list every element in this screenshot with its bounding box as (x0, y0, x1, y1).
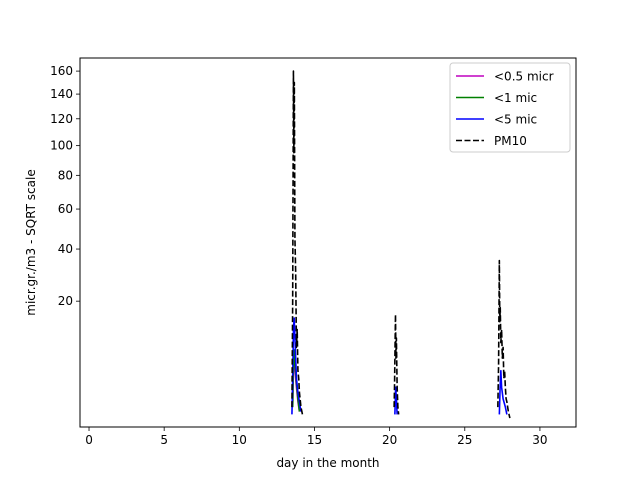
legend-box (449, 62, 571, 153)
x-tick-label: 30 (532, 433, 547, 447)
y-tick-label: 80 (58, 168, 73, 182)
x-tick-label: 5 (160, 433, 168, 447)
x-tick-label: 20 (382, 433, 397, 447)
legend-label: <5 mic (494, 113, 537, 127)
y-tick-label: 120 (50, 112, 73, 126)
x-tick-label: 15 (307, 433, 322, 447)
series-line-3 (393, 313, 400, 415)
legend: <0.5 micr <1 mic <5 mic PM10 (449, 62, 571, 153)
y-tick-label: 40 (58, 242, 73, 256)
plot-frame (79, 57, 577, 428)
legend-label: <1 mic (494, 91, 537, 105)
legend-label: PM10 (494, 134, 527, 148)
x-tick-label: 0 (85, 433, 93, 447)
y-tick-label: 160 (50, 64, 73, 78)
series-line-2 (498, 369, 508, 415)
x-tick-label: 10 (232, 433, 247, 447)
y-tick-label: 140 (50, 87, 73, 101)
x-tick-label: 25 (457, 433, 472, 447)
y-axis: 20 40 60 80 100 120 140 160 (50, 64, 80, 308)
y-tick-label: 60 (58, 202, 73, 216)
x-axis: 0 5 10 15 20 25 30 (85, 427, 548, 447)
legend-label: <0.5 micr (494, 70, 554, 84)
y-axis-label: micr.gr./m3 - SQRT scale (24, 169, 38, 315)
x-axis-label: day in the month (276, 456, 379, 470)
series-line-3 (291, 70, 304, 415)
y-tick-label: 100 (50, 139, 73, 153)
series-layer (291, 70, 511, 419)
y-tick-label: 20 (58, 294, 73, 308)
series-line-3 (497, 259, 511, 419)
series-line-2 (394, 386, 398, 415)
